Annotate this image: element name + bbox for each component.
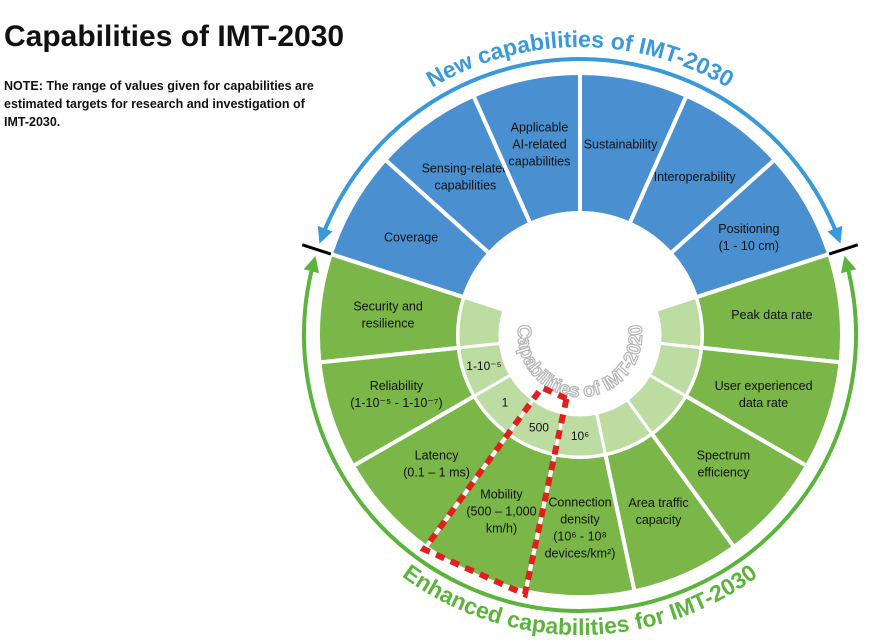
enhanced-capabilities-arrow <box>302 255 858 613</box>
segment-label: capabilities <box>509 154 571 168</box>
segment-label: data rate <box>739 396 788 410</box>
note-line: estimated targets for research and inves… <box>4 97 306 111</box>
segment-label: Spectrum <box>697 449 751 463</box>
note-line: IMT-2030. <box>4 115 60 129</box>
segment-label: km/h) <box>486 521 517 535</box>
highlight-outline <box>419 383 570 599</box>
imt2020-ring-segment <box>654 295 704 350</box>
ring-value: 1-10⁻⁵ <box>466 359 501 373</box>
segment-label: Sustainability <box>584 137 658 151</box>
inner-label: Capabilities of IMT-2020 <box>513 324 648 402</box>
segment-label: Mobility <box>480 487 523 501</box>
segment-label: AI-related <box>512 137 566 151</box>
segment-label: Connection <box>548 496 611 510</box>
segment-label: resilience <box>362 316 415 330</box>
segment-label: Sensing-related <box>422 162 510 176</box>
segment-label: (1-10⁻⁵ - 1-10⁻⁷) <box>350 396 442 410</box>
segment-label: User experienced <box>715 379 813 393</box>
segment-label: (10⁶ - 10⁸ <box>553 530 607 544</box>
segment-label: capacity <box>636 513 683 527</box>
segment-label: Area traffic <box>628 496 688 510</box>
segment-label: capabilities <box>434 179 496 193</box>
segment-label: (500 – 1,000 <box>466 504 536 518</box>
segment-label: Positioning <box>718 222 779 236</box>
segment-label: Peak data rate <box>731 308 812 322</box>
note-line: NOTE: The range of values given for capa… <box>4 79 314 93</box>
title: Capabilities of IMT-2030 <box>4 20 344 53</box>
segment-label: Applicable <box>511 120 569 134</box>
segment-label: (0.1 – 1 ms) <box>403 466 470 480</box>
separator-tick <box>828 243 859 256</box>
new-capabilities-arrow <box>317 57 843 244</box>
ring-value: 500 <box>529 420 549 434</box>
segment-label: density <box>560 513 600 527</box>
segment-label: Reliability <box>370 379 424 393</box>
inner-label-text: Capabilities of IMT-2020 <box>512 323 648 403</box>
ring-value: 1 <box>502 396 509 410</box>
separator-tick <box>301 243 332 256</box>
segment-label: Security and <box>353 299 423 313</box>
segment-label: efficiency <box>697 466 750 480</box>
segment-label: Interoperability <box>654 170 737 184</box>
ring-value: 10⁶ <box>571 429 589 443</box>
note: NOTE: The range of values given for capa… <box>4 79 314 129</box>
segment-label: Coverage <box>384 231 438 245</box>
segment-label: (1 - 10 cm) <box>719 239 779 253</box>
imt2020-ring-segment <box>456 295 506 350</box>
segment-label: Latency <box>415 449 460 463</box>
segment-label: devices/km²) <box>545 547 616 561</box>
